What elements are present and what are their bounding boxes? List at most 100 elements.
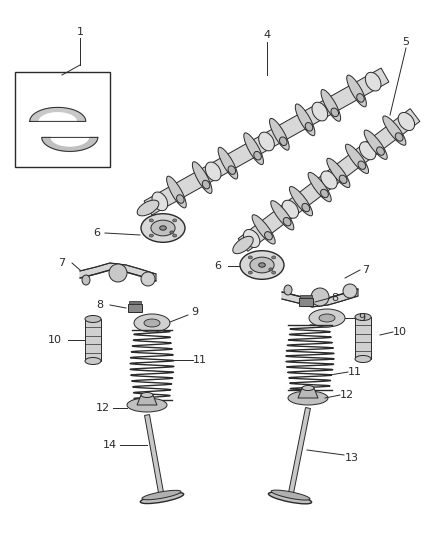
Ellipse shape <box>284 285 292 295</box>
Ellipse shape <box>395 133 403 141</box>
Text: 14: 14 <box>103 440 117 450</box>
Ellipse shape <box>283 217 291 226</box>
Ellipse shape <box>173 234 177 237</box>
Ellipse shape <box>282 200 299 219</box>
Ellipse shape <box>309 309 345 327</box>
Ellipse shape <box>248 271 252 274</box>
Polygon shape <box>282 289 358 307</box>
Bar <box>299 298 313 306</box>
Ellipse shape <box>202 180 210 189</box>
Text: 8: 8 <box>332 293 339 303</box>
Bar <box>355 317 371 359</box>
Ellipse shape <box>244 133 264 165</box>
Ellipse shape <box>319 314 335 322</box>
Ellipse shape <box>321 90 341 122</box>
Ellipse shape <box>170 231 174 234</box>
Ellipse shape <box>290 187 313 216</box>
Bar <box>300 295 311 298</box>
Ellipse shape <box>383 116 406 146</box>
Polygon shape <box>42 138 98 151</box>
Circle shape <box>343 284 357 298</box>
Ellipse shape <box>305 123 313 131</box>
Ellipse shape <box>144 319 160 327</box>
Ellipse shape <box>127 398 167 412</box>
Ellipse shape <box>377 147 385 155</box>
Ellipse shape <box>137 200 159 216</box>
Ellipse shape <box>149 234 153 237</box>
Ellipse shape <box>205 162 221 181</box>
Ellipse shape <box>302 385 314 391</box>
Ellipse shape <box>321 171 337 189</box>
Bar <box>15 72 110 167</box>
Polygon shape <box>298 388 318 398</box>
Ellipse shape <box>355 313 371 320</box>
Bar <box>129 301 141 304</box>
Ellipse shape <box>346 144 368 174</box>
Circle shape <box>311 288 329 306</box>
Bar <box>85 319 101 361</box>
Ellipse shape <box>357 94 364 102</box>
Ellipse shape <box>173 219 177 222</box>
Ellipse shape <box>248 256 252 259</box>
Ellipse shape <box>272 256 276 259</box>
Text: 9: 9 <box>191 307 198 317</box>
Ellipse shape <box>364 130 387 159</box>
Text: 6: 6 <box>215 261 222 271</box>
Ellipse shape <box>331 108 339 117</box>
Ellipse shape <box>142 490 181 500</box>
Text: 1: 1 <box>77 27 84 37</box>
Ellipse shape <box>312 102 328 121</box>
Ellipse shape <box>271 490 310 500</box>
Ellipse shape <box>218 147 238 179</box>
Text: 8: 8 <box>96 300 103 310</box>
Ellipse shape <box>269 118 289 150</box>
Ellipse shape <box>141 392 153 398</box>
Text: 13: 13 <box>345 453 359 463</box>
Ellipse shape <box>152 192 168 211</box>
Ellipse shape <box>160 226 166 230</box>
Ellipse shape <box>398 112 415 131</box>
Polygon shape <box>145 415 164 498</box>
Polygon shape <box>80 263 156 281</box>
Text: 12: 12 <box>340 390 354 400</box>
Text: 11: 11 <box>348 367 362 377</box>
Ellipse shape <box>149 219 153 222</box>
Polygon shape <box>137 395 157 405</box>
Text: 7: 7 <box>362 265 370 275</box>
Ellipse shape <box>302 204 310 212</box>
Polygon shape <box>30 108 86 122</box>
Ellipse shape <box>177 195 184 203</box>
Ellipse shape <box>327 158 350 188</box>
Ellipse shape <box>140 492 184 504</box>
Ellipse shape <box>295 104 315 136</box>
Ellipse shape <box>85 358 101 365</box>
Ellipse shape <box>269 268 273 271</box>
Ellipse shape <box>271 200 294 230</box>
Text: 4: 4 <box>263 30 271 40</box>
Text: 9: 9 <box>358 313 366 323</box>
Polygon shape <box>238 109 420 252</box>
Ellipse shape <box>259 132 274 151</box>
Ellipse shape <box>166 176 186 208</box>
Text: 10: 10 <box>393 327 407 337</box>
Ellipse shape <box>252 215 275 244</box>
Ellipse shape <box>244 230 260 247</box>
Bar <box>128 304 142 312</box>
Ellipse shape <box>265 232 272 240</box>
Ellipse shape <box>254 151 261 160</box>
Ellipse shape <box>339 175 347 183</box>
Ellipse shape <box>355 356 371 362</box>
Ellipse shape <box>358 161 366 169</box>
Ellipse shape <box>308 172 331 201</box>
Ellipse shape <box>82 275 90 285</box>
Polygon shape <box>288 408 311 498</box>
Ellipse shape <box>272 271 276 274</box>
Ellipse shape <box>268 492 311 504</box>
Ellipse shape <box>240 251 284 279</box>
Ellipse shape <box>365 72 381 91</box>
Ellipse shape <box>360 142 376 160</box>
Ellipse shape <box>250 257 274 273</box>
Ellipse shape <box>321 189 328 198</box>
Circle shape <box>109 264 127 282</box>
Ellipse shape <box>134 314 170 332</box>
